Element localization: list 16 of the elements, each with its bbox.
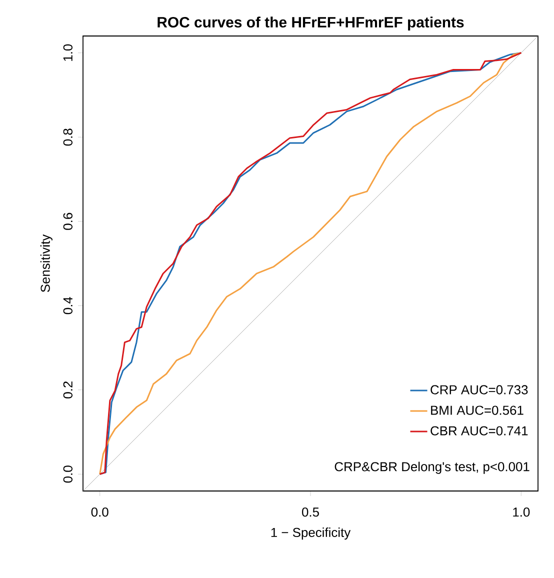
y-tick-label: 0.6 [63, 212, 72, 230]
y-tick-label: 0.2 [63, 382, 72, 398]
legend-label: BMI AUC=0.561 [431, 406, 524, 415]
y-tick-label: 0.4 [63, 297, 72, 314]
y-tick-label: 0.0 [63, 466, 72, 483]
x-tick-label: 0.0 [91, 508, 108, 517]
x-axis-title: 1 − Specificity [271, 528, 351, 540]
legend-label: CRP AUC=0.733 [430, 385, 528, 394]
y-tick-label: 1.0 [63, 44, 72, 61]
y-tick-label: 0.8 [63, 128, 72, 146]
legend-label: CBR AUC=0.741 [430, 426, 528, 436]
annotation: CRP&CBR Delong's test, p<0.001 [334, 462, 530, 474]
y-axis-title: Sensitivity [40, 234, 52, 292]
x-tick-label: 0.5 [302, 508, 319, 517]
x-tick-label: 1.0 [513, 508, 530, 517]
chart-title: ROC curves of the HFrEF+HFmrEF patients [158, 16, 464, 30]
